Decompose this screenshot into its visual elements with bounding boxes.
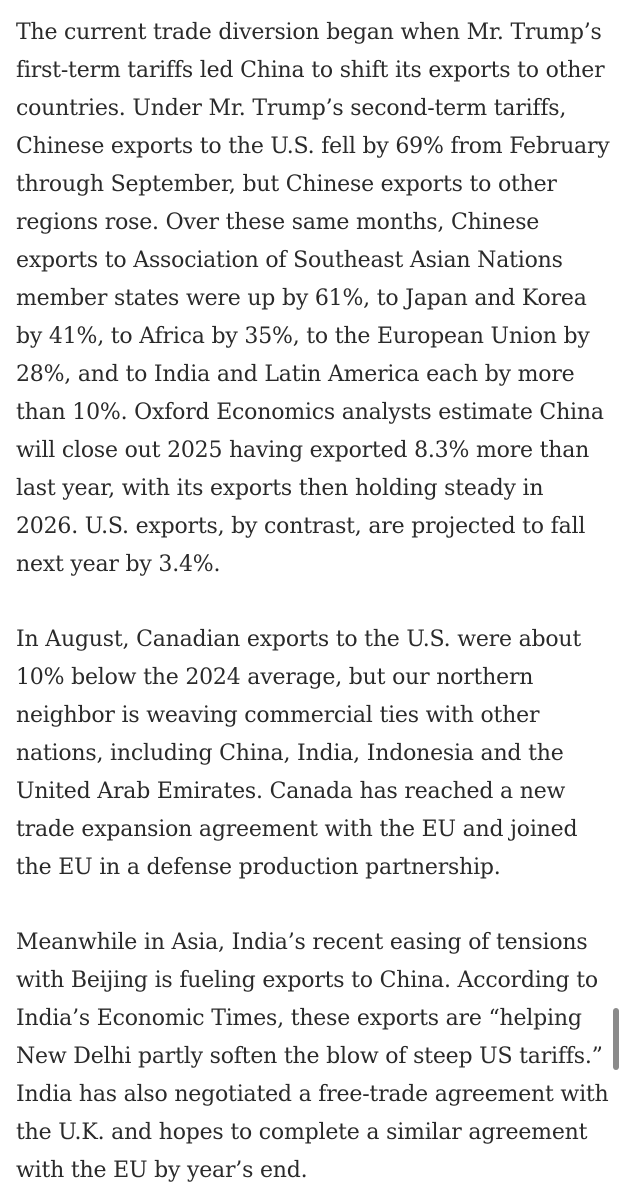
paragraph-trade-diversion: The current trade diversion began when M… (16, 20, 610, 577)
article-body: The current trade diversion began when M… (16, 14, 612, 1190)
scrollbar-thumb[interactable] (613, 1008, 619, 1070)
paragraph-india-asia: Meanwhile in Asia, India’s recent easing… (16, 930, 609, 1183)
paragraph-canada-exports: In August, Canadian exports to the U.S. … (16, 627, 582, 880)
